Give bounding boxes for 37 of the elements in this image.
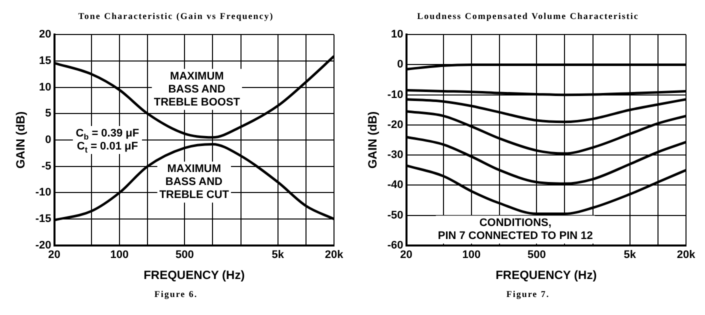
x-axis-title: FREQUENCY (Hz) (496, 268, 597, 282)
caption: Figure 7. (505, 289, 551, 299)
x-tick-label: 20 (400, 249, 412, 262)
chart-title: Tone Characteristic (Gain vs Frequency) (77, 11, 275, 23)
annotation: MAXIMUM BASS AND TREBLE BOOST (154, 70, 240, 108)
x-tick-label: 5k (272, 249, 285, 262)
y-tick-label: -30 (387, 149, 404, 162)
x-tick-label: 20k (324, 249, 344, 262)
y-tick-label: 10 (39, 81, 52, 94)
y-tick-label: 20 (39, 28, 52, 41)
y-tick-label: 0 (45, 134, 52, 146)
y-tick-label: -10 (387, 88, 404, 101)
chart-title: Loudness Compensated Volume Characteristic (416, 11, 640, 23)
x-tick-label: 5k (624, 249, 637, 262)
x-tick-label: 100 (110, 249, 129, 262)
y-axis-title: GAIN (dB) (14, 111, 28, 169)
y-axis-title: GAIN (dB) (366, 111, 380, 169)
y-tick-label: -5 (42, 160, 52, 172)
caption: Figure 6. (153, 289, 199, 299)
x-tick-label: 20k (676, 249, 696, 262)
x-tick-label: 500 (527, 249, 546, 262)
x-tick-label: 500 (175, 249, 194, 262)
x-tick-label: 100 (462, 249, 481, 262)
y-tick-label: -10 (35, 186, 52, 199)
y-tick-label: -60 (387, 239, 404, 252)
x-axis-title: FREQUENCY (Hz) (144, 268, 245, 282)
y-tick-label: -20 (35, 239, 52, 252)
y-tick-label: -20 (387, 118, 404, 131)
y-tick-label: 5 (45, 108, 52, 120)
annotation: CONDITIONS, PIN 7 CONNECTED TO PIN 12 (438, 217, 593, 242)
y-tick-label: 15 (39, 54, 52, 67)
y-tick-label: 10 (391, 28, 404, 41)
y-tick-label: -15 (35, 213, 52, 226)
y-tick-label: 0 (397, 58, 404, 71)
annotation: MAXIMUM BASS AND TREBLE CUT (159, 163, 230, 202)
y-tick-label: -40 (387, 179, 404, 192)
y-tick-label: -50 (387, 209, 404, 222)
